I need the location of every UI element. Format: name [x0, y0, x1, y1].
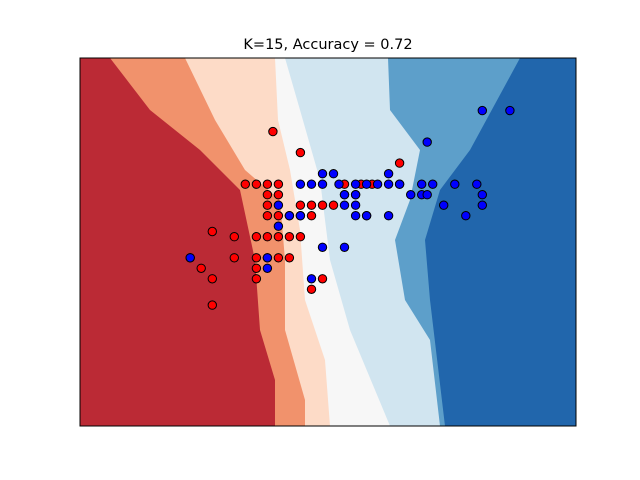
data-point-class-1	[394, 179, 405, 189]
data-point-class-1	[262, 263, 273, 273]
region-dark-red	[80, 58, 275, 426]
data-point-class-1	[350, 211, 361, 221]
data-point-class-0	[273, 253, 284, 263]
data-point-class-1	[273, 200, 284, 210]
data-point-class-0	[317, 200, 328, 210]
data-point-class-1	[295, 179, 306, 189]
data-point-class-1	[505, 105, 515, 116]
data-point-class-1	[339, 242, 350, 253]
data-point-class-0	[207, 274, 218, 284]
data-point-class-0	[207, 300, 218, 310]
data-point-class-0	[306, 211, 317, 221]
data-point-class-1	[361, 179, 372, 189]
data-point-class-0	[251, 179, 262, 189]
data-point-class-0	[262, 190, 273, 200]
data-point-class-0	[196, 263, 206, 273]
data-point-class-1	[306, 179, 317, 189]
data-point-class-1	[334, 179, 344, 189]
data-point-class-1	[339, 200, 350, 210]
data-point-class-1	[317, 242, 328, 253]
data-point-class-1	[361, 211, 372, 221]
data-point-class-0	[251, 232, 262, 242]
data-point-class-0	[229, 253, 240, 263]
data-point-class-0	[317, 274, 328, 284]
data-point-class-0	[273, 190, 284, 200]
data-point-class-1	[295, 211, 306, 221]
data-point-class-0	[295, 232, 306, 242]
data-point-class-1	[477, 190, 487, 200]
data-point-class-0	[240, 179, 251, 189]
data-point-class-1	[383, 179, 394, 189]
data-point-class-1	[472, 179, 482, 189]
data-points	[185, 105, 515, 310]
data-point-class-1	[450, 179, 460, 189]
data-point-class-1	[383, 169, 394, 179]
data-point-class-0	[262, 232, 273, 242]
data-point-class-0	[295, 200, 306, 210]
data-point-class-1	[185, 253, 195, 263]
data-point-class-1	[383, 211, 394, 221]
data-point-class-0	[284, 232, 295, 242]
data-point-class-1	[422, 190, 432, 200]
data-point-class-0	[251, 263, 262, 273]
data-point-class-0	[207, 226, 218, 237]
data-point-class-1	[350, 200, 361, 210]
data-point-class-0	[262, 211, 273, 221]
data-point-class-0	[273, 211, 284, 221]
data-point-class-1	[273, 221, 284, 231]
plot-frame	[79, 57, 577, 427]
data-point-class-0	[273, 179, 284, 189]
data-point-class-0	[251, 274, 262, 284]
data-point-class-0	[262, 200, 273, 210]
data-point-class-1	[317, 169, 328, 179]
chart-title: K=15, Accuracy = 0.72	[243, 37, 412, 53]
data-point-class-1	[350, 179, 361, 189]
data-point-class-1	[306, 274, 317, 284]
data-point-class-1	[461, 211, 471, 221]
data-point-class-1	[339, 190, 350, 200]
data-point-class-0	[268, 126, 278, 137]
data-point-class-0	[306, 200, 317, 210]
data-point-class-1	[477, 200, 487, 210]
data-point-class-0	[306, 284, 317, 294]
data-point-class-1	[328, 169, 339, 179]
data-point-class-1	[417, 179, 427, 189]
data-point-class-0	[328, 200, 339, 210]
data-point-class-0	[229, 232, 240, 242]
data-point-class-0	[262, 179, 273, 189]
data-point-class-1	[406, 190, 416, 200]
data-point-class-1	[439, 200, 449, 210]
data-point-class-0	[284, 253, 295, 263]
data-point-class-1	[422, 137, 432, 147]
data-point-class-1	[350, 190, 361, 200]
data-point-class-0	[394, 158, 405, 168]
decision-regions	[80, 58, 576, 426]
data-point-class-1	[372, 179, 383, 189]
data-point-class-1	[262, 253, 273, 263]
data-point-class-1	[428, 179, 438, 189]
data-point-class-0	[273, 232, 284, 242]
data-point-class-1	[477, 105, 487, 116]
data-point-class-1	[284, 211, 295, 221]
data-point-class-1	[317, 179, 328, 189]
data-point-class-0	[295, 147, 306, 158]
data-point-class-0	[251, 253, 262, 263]
